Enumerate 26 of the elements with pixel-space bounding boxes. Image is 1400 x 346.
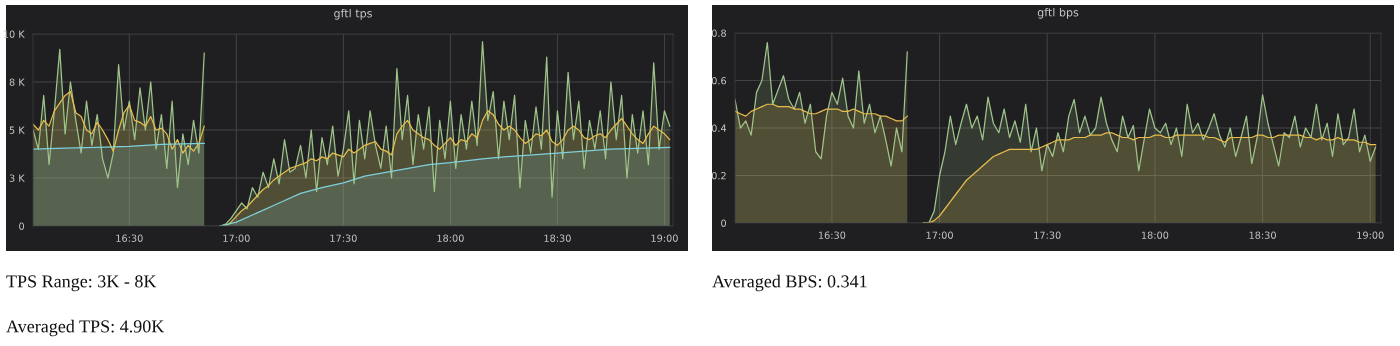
x-tick-label: 17:00 <box>926 231 953 239</box>
x-tick-label: 16:30 <box>116 234 143 242</box>
x-tick-label: 17:30 <box>1034 231 1061 239</box>
x-tick-label: 19:00 <box>651 234 678 242</box>
y-tick-label: 0.2 <box>711 171 726 180</box>
x-tick-label: 17:00 <box>223 234 250 242</box>
x-tick-label: 18:00 <box>437 234 464 242</box>
y-tick-label: 0.4 <box>711 124 727 132</box>
y-tick-label: 8 K <box>9 78 25 86</box>
y-tick-label: 0.8 <box>711 29 726 37</box>
y-tick-label: 3 K <box>9 174 25 182</box>
y-tick-label: 5 K <box>9 126 25 134</box>
text: Averaged BPS: 0.341 <box>712 274 867 292</box>
x-tick-label: 16:30 <box>818 231 846 239</box>
x-tick-label: 18:30 <box>1249 231 1276 239</box>
y-tick-label: 0 <box>721 219 727 227</box>
x-tick-label: 18:00 <box>1141 231 1169 239</box>
y-tick-label: 0.6 <box>711 76 727 85</box>
chart-title: gftl tps <box>334 8 372 20</box>
x-tick-label: 19:00 <box>1357 231 1384 239</box>
text: TPS Range: 3K - 8K <box>6 275 157 292</box>
x-tick-label: 18:30 <box>544 234 571 242</box>
x-tick-label: 17:30 <box>330 234 357 242</box>
y-tick-label: 0 <box>19 222 25 230</box>
text: Averaged TPS: 4.90K <box>6 319 165 337</box>
chart-title: gftl bps <box>1037 7 1079 19</box>
